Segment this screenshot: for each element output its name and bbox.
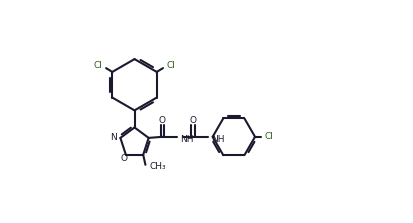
- Text: N: N: [110, 133, 116, 142]
- Text: Cl: Cl: [93, 61, 102, 70]
- Text: CH₃: CH₃: [149, 162, 166, 171]
- Text: NH: NH: [180, 134, 193, 144]
- Text: O: O: [120, 154, 127, 163]
- Text: Cl: Cl: [166, 61, 175, 70]
- Text: Cl: Cl: [264, 132, 273, 141]
- Text: O: O: [159, 116, 166, 126]
- Text: NH: NH: [210, 134, 223, 144]
- Text: O: O: [189, 116, 196, 126]
